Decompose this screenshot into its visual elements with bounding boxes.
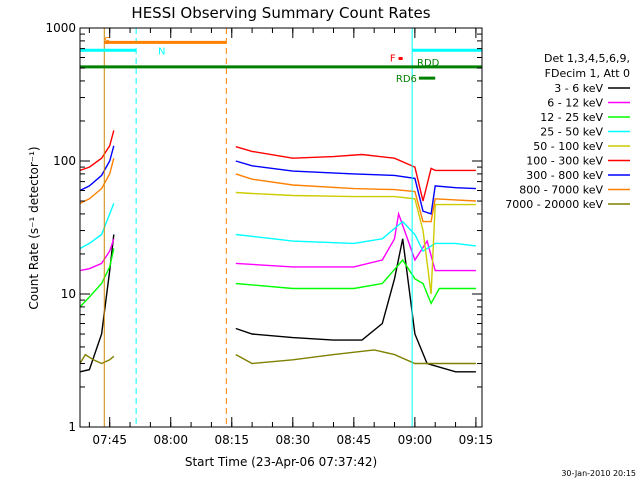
series-line-7000-20000-kev-seg0 <box>79 353 115 365</box>
series-line-100-300-kev-seg0 <box>79 130 115 172</box>
axes: 1 10 100 1000 07:45 08:00 08:15 08:30 08:45 09:00… <box>45 21 493 447</box>
series-line-100-300-kev-seg1 <box>235 146 476 202</box>
y-tick-label-0: 1 <box>68 420 76 434</box>
series-line-800-7000-kev-seg0 <box>79 158 115 205</box>
x-tick-label-3: 08:30 <box>276 433 311 447</box>
x-tick-label-4: 08:45 <box>337 433 372 447</box>
x-tick-label-1: 08:00 <box>153 433 188 447</box>
footer-date: 30-Jan-2010 20:15 <box>561 469 636 478</box>
series-line-300-800-kev-seg1 <box>235 160 476 215</box>
series-line-6-12-kev-seg0 <box>79 238 115 272</box>
legend-header-1: FDecim 1, Att 0 <box>545 67 630 80</box>
y-axis-label: Count Rate (s⁻¹ detector⁻¹) <box>27 146 41 309</box>
series-line-12-25-kev-seg0 <box>79 248 115 308</box>
legend-label-25-50-kev: 25 - 50 keV <box>540 126 603 139</box>
legend-label-300-800-kev: 300 - 800 keV <box>526 169 603 182</box>
legend-label-12-25-kev: 12 - 25 keV <box>540 111 603 124</box>
series-line-25-50-kev-seg0 <box>79 203 115 250</box>
chart-title: HESSI Observing Summary Count Rates <box>131 4 430 22</box>
x-tick-label-2: 08:15 <box>214 433 249 447</box>
x-tick-label-0: 07:45 <box>92 433 127 447</box>
y-tick-label-1: 10 <box>61 287 76 301</box>
legend-label-50-100-kev: 50 - 100 keV <box>533 140 603 153</box>
series-line-3-6-kev-seg1 <box>235 238 476 373</box>
legend-label-100-300-kev: 100 - 300 keV <box>526 155 603 168</box>
series-line-25-50-kev-seg1 <box>235 220 476 253</box>
series-line-7000-20000-kev-seg1 <box>235 349 476 365</box>
series-line-12-25-kev-seg1 <box>235 258 476 306</box>
y-tick-label-3: 1000 <box>45 21 76 35</box>
flag-label-rd6: RD6 <box>396 74 417 85</box>
x-tick-label-5: 09:00 <box>398 433 433 447</box>
legend-label-7000-20000-kev: 7000 - 20000 keV <box>505 198 603 211</box>
y-tick-label-2: 100 <box>53 154 76 168</box>
flag-label-n: N <box>158 46 165 57</box>
series-line-3-6-kev-seg0 <box>79 234 115 373</box>
flag-label-s: S <box>104 36 110 47</box>
flag-label-rdd: RDD <box>417 58 440 69</box>
legend-header-0: Det 1,3,4,5,6,9, <box>544 52 630 65</box>
series-line-300-800-kev-seg0 <box>79 145 115 192</box>
legend-label-800-7000-kev: 800 - 7000 keV <box>519 184 603 197</box>
series-line-6-12-kev-seg1 <box>235 211 476 272</box>
x-tick-label-6: 09:15 <box>459 433 494 447</box>
flag-label-f: F <box>390 53 396 64</box>
plot-frame <box>79 27 483 428</box>
legend-label-3-6-kev: 3 - 6 keV <box>554 82 603 95</box>
legend-label-6-12-kev: 6 - 12 keV <box>547 97 603 110</box>
series-line-800-7000-kev-seg1 <box>235 173 476 223</box>
series-layer <box>79 130 476 373</box>
series-line-50-100-kev-seg0 <box>235 191 476 295</box>
x-axis-label: Start Time (23-Apr-06 07:37:42) <box>185 455 377 469</box>
legend: Det 1,3,4,5,6,9, FDecim 1, Att 0 3 - 6 keV… <box>505 52 630 211</box>
